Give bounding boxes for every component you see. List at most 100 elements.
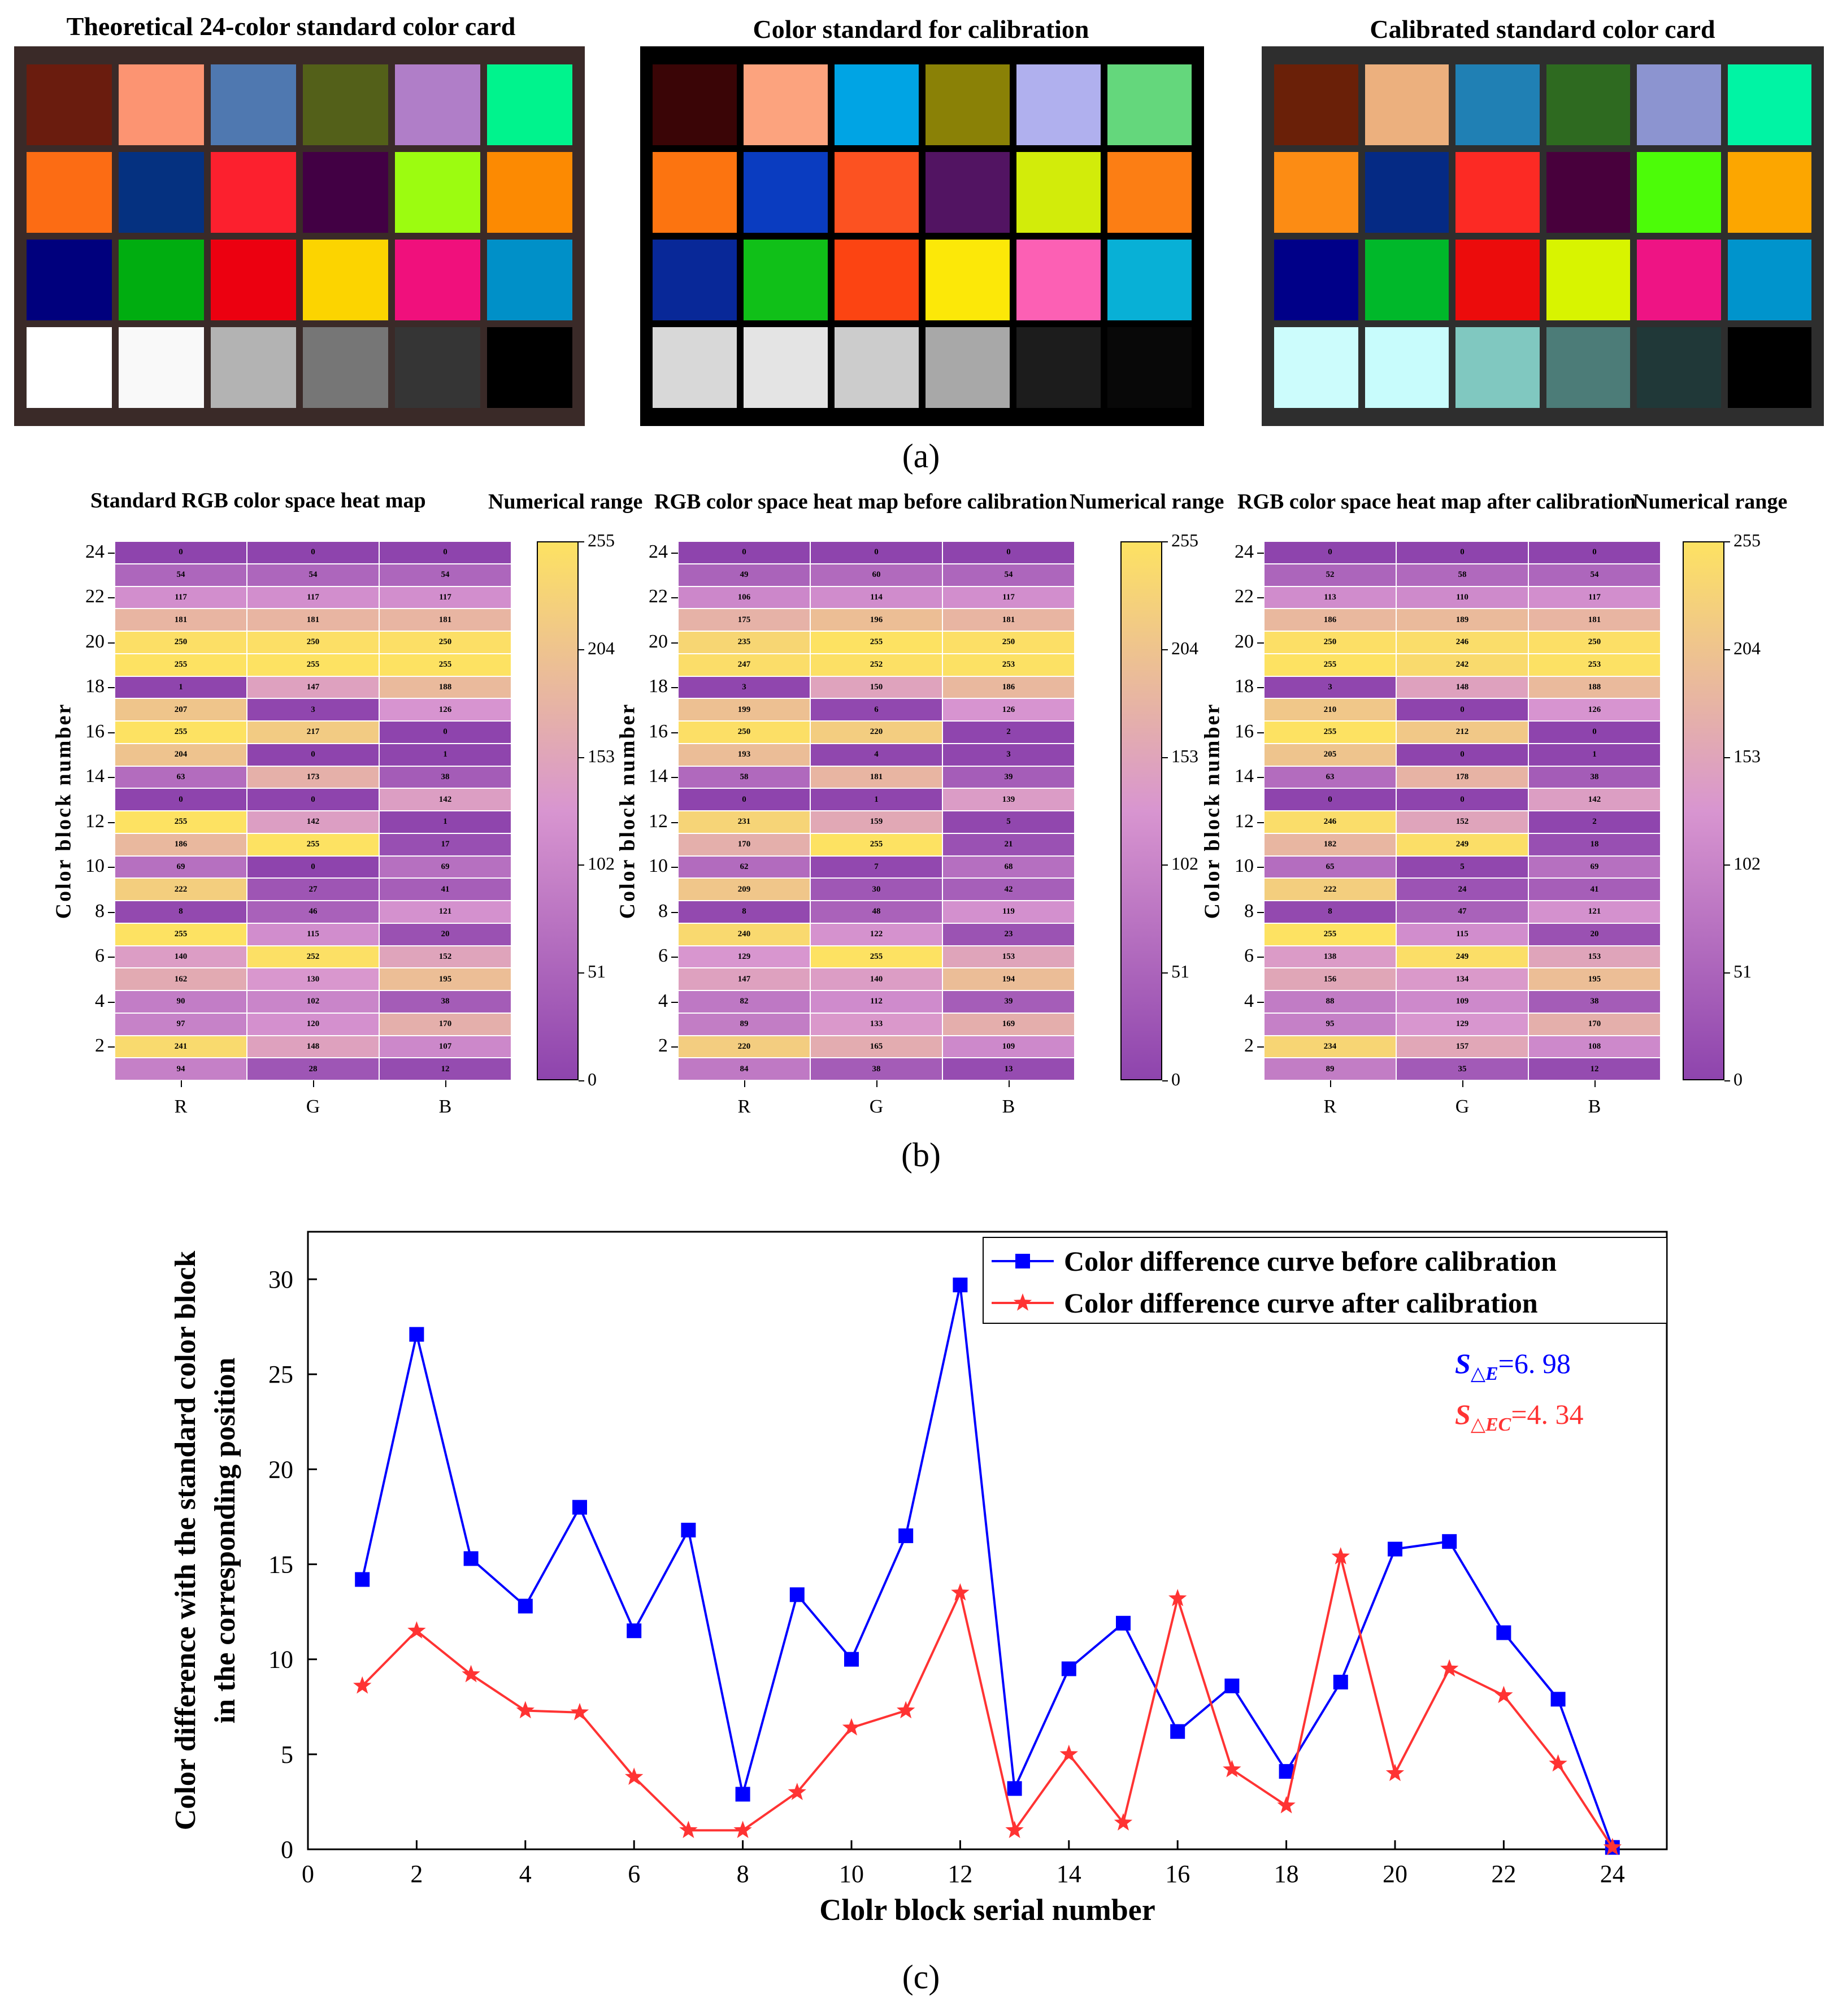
heatmap-y-tick: 16 bbox=[649, 720, 668, 742]
heatmap-cell: 120 bbox=[247, 1013, 379, 1036]
heatmap-cell: 170 bbox=[379, 1013, 511, 1036]
heatmap-cell: 1 bbox=[115, 676, 247, 699]
heatmap-cell: 30 bbox=[810, 878, 942, 901]
y-tick-label: 20 bbox=[268, 1455, 293, 1483]
data-point-after bbox=[1059, 1744, 1078, 1762]
heatmap-cell: 255 bbox=[810, 631, 942, 654]
data-point-after bbox=[1549, 1754, 1567, 1772]
heatmap-y-tick-mark bbox=[1257, 777, 1264, 779]
heatmap-cell: 193 bbox=[678, 743, 810, 766]
heatmap-cell: 222 bbox=[1264, 878, 1396, 901]
color-swatch bbox=[395, 240, 480, 320]
heatmap-cell: 54 bbox=[115, 563, 247, 586]
card-title-calibrated: Calibrated standard color card bbox=[1370, 15, 1715, 44]
color-swatch bbox=[119, 152, 204, 233]
heatmap-cell: 107 bbox=[379, 1035, 511, 1058]
heatmap-cell: 47 bbox=[1396, 901, 1528, 923]
colorbar-tick: 153 bbox=[1733, 745, 1761, 766]
heatmap-cell: 0 bbox=[810, 541, 942, 564]
heatmap-y-label: Color block number bbox=[615, 702, 639, 919]
heatmap-cell: 121 bbox=[1528, 901, 1661, 923]
heatmap-cell: 38 bbox=[810, 1058, 942, 1080]
color-swatch bbox=[395, 152, 480, 233]
heatmap-cell: 126 bbox=[942, 698, 1075, 721]
heatmap-cell: 0 bbox=[115, 788, 247, 811]
heatmap-cell: 150 bbox=[810, 676, 942, 699]
heatmap-cell: 181 bbox=[115, 609, 247, 631]
series-line-before bbox=[361, 1284, 1614, 1848]
colorbar-tick-mark bbox=[1724, 1080, 1730, 1081]
heatmap-cell: 250 bbox=[379, 631, 511, 654]
data-point-after bbox=[462, 1665, 480, 1683]
heatmap-cell: 253 bbox=[1528, 653, 1661, 676]
heatmap-y-tick: 22 bbox=[85, 586, 105, 607]
heatmap-cell: 126 bbox=[1528, 698, 1661, 721]
heatmap-y-tick-mark bbox=[108, 1001, 115, 1003]
heatmap-cell: 250 bbox=[1528, 631, 1661, 654]
color-swatch bbox=[1016, 64, 1101, 145]
heatmap-cell: 142 bbox=[247, 811, 379, 833]
heatmap-cell: 117 bbox=[1528, 586, 1661, 609]
heatmap-cell: 250 bbox=[678, 721, 810, 744]
heatmap-cell: 249 bbox=[1396, 945, 1528, 968]
data-point-before bbox=[355, 1572, 370, 1587]
colorbar-tick-mark bbox=[1724, 864, 1730, 866]
color-swatch bbox=[653, 64, 737, 145]
heatmap-cell: 117 bbox=[115, 586, 247, 609]
heatmap-y-tick: 22 bbox=[1235, 586, 1254, 607]
x-tick-label: 20 bbox=[1383, 1860, 1407, 1888]
heatmap-cell: 108 bbox=[1528, 1035, 1661, 1058]
colorbar-tick-mark bbox=[1162, 1080, 1168, 1081]
heatmap-cell: 0 bbox=[247, 788, 379, 811]
legend-marker-star bbox=[1013, 1293, 1032, 1311]
heatmap-cell: 3 bbox=[1264, 676, 1396, 699]
heatmap-y-tick: 2 bbox=[95, 1035, 105, 1057]
heatmap-cell: 2 bbox=[1528, 811, 1661, 833]
y-tick-label: 30 bbox=[268, 1266, 293, 1293]
data-point-before bbox=[1550, 1692, 1566, 1707]
heatmap-cell: 181 bbox=[810, 766, 942, 789]
heatmap-cell: 235 bbox=[678, 631, 810, 654]
heatmap-cell: 109 bbox=[1396, 990, 1528, 1013]
heatmap-cell: 140 bbox=[810, 968, 942, 990]
heatmap-cell: 129 bbox=[678, 945, 810, 968]
color-swatch bbox=[744, 152, 828, 233]
heatmap-cell: 0 bbox=[1396, 541, 1528, 564]
heatmap-y-tick-mark bbox=[1257, 1001, 1264, 1003]
heatmap-y-tick-mark bbox=[108, 777, 115, 779]
heatmap-cell: 110 bbox=[1396, 586, 1528, 609]
color-swatch bbox=[487, 152, 572, 233]
color-swatch bbox=[744, 327, 828, 408]
heatmap-cell: 41 bbox=[1528, 878, 1661, 901]
color-swatch bbox=[1016, 240, 1101, 320]
heatmap-cell: 95 bbox=[1264, 1013, 1396, 1036]
heatmap-cell: 58 bbox=[678, 766, 810, 789]
data-point-after bbox=[1223, 1759, 1241, 1778]
heatmap-y-tick-mark bbox=[108, 552, 115, 554]
heatmap-title-after: RGB color space heat map after calibrati… bbox=[1237, 490, 1636, 514]
color-swatch bbox=[1546, 240, 1630, 320]
heatmap-y-tick: 18 bbox=[649, 676, 668, 697]
heatmap-y-tick: 10 bbox=[85, 855, 105, 877]
x-tick-label: 16 bbox=[1165, 1860, 1190, 1888]
heatmap-cell: 178 bbox=[1396, 766, 1528, 789]
heatmap-cell: 222 bbox=[115, 878, 247, 901]
data-point-after bbox=[951, 1583, 970, 1601]
card-title-calibration-standard: Color standard for calibration bbox=[753, 15, 1089, 44]
x-tick-label: 22 bbox=[1491, 1860, 1516, 1888]
color-swatch bbox=[211, 327, 296, 408]
heatmap-cell: 21 bbox=[942, 833, 1075, 856]
data-point-before bbox=[1333, 1675, 1348, 1690]
data-point-after bbox=[570, 1702, 589, 1720]
heatmap-cell: 241 bbox=[115, 1035, 247, 1058]
heatmap-cell: 142 bbox=[1528, 788, 1661, 811]
heatmap-cell: 113 bbox=[1264, 586, 1396, 609]
heatmap-y-tick: 16 bbox=[1235, 720, 1254, 742]
color-swatch bbox=[1637, 152, 1721, 233]
heatmap-cell: 115 bbox=[247, 923, 379, 946]
heatmap-cell: 117 bbox=[379, 586, 511, 609]
heatmap-cell: 210 bbox=[1264, 698, 1396, 721]
heatmap-cell: 119 bbox=[942, 901, 1075, 923]
color-swatch bbox=[487, 64, 572, 145]
legend-label: Color difference curve after calibration bbox=[1064, 1287, 1538, 1319]
